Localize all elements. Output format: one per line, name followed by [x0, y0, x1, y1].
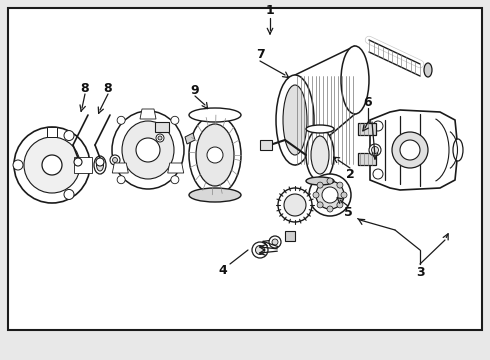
Ellipse shape: [311, 136, 329, 174]
Ellipse shape: [189, 188, 241, 202]
Polygon shape: [74, 157, 92, 173]
Ellipse shape: [453, 139, 463, 161]
Text: 7: 7: [256, 48, 265, 60]
Ellipse shape: [97, 159, 103, 171]
Circle shape: [400, 140, 420, 160]
Circle shape: [373, 121, 383, 131]
Ellipse shape: [112, 111, 184, 189]
Polygon shape: [112, 163, 128, 173]
Circle shape: [207, 147, 223, 163]
Bar: [260, 140, 272, 150]
Ellipse shape: [269, 236, 281, 248]
Circle shape: [14, 127, 90, 203]
Bar: [155, 122, 169, 132]
Ellipse shape: [272, 239, 278, 245]
Ellipse shape: [189, 115, 241, 195]
Bar: [8, 8, 482, 330]
Ellipse shape: [316, 181, 344, 209]
Polygon shape: [185, 133, 195, 144]
Circle shape: [42, 155, 62, 175]
Ellipse shape: [113, 158, 118, 162]
Circle shape: [373, 169, 383, 179]
Circle shape: [337, 182, 343, 188]
Text: 6: 6: [364, 95, 372, 108]
Ellipse shape: [306, 125, 334, 133]
Circle shape: [313, 192, 319, 198]
Ellipse shape: [189, 108, 241, 122]
Bar: [358, 123, 376, 135]
Ellipse shape: [284, 194, 306, 216]
Circle shape: [337, 202, 343, 208]
Ellipse shape: [424, 63, 432, 77]
Text: 5: 5: [343, 206, 352, 219]
Ellipse shape: [371, 147, 378, 153]
Ellipse shape: [283, 85, 307, 155]
Circle shape: [322, 187, 338, 203]
Circle shape: [317, 182, 323, 188]
Ellipse shape: [156, 134, 164, 142]
Circle shape: [64, 189, 74, 199]
Ellipse shape: [252, 242, 268, 258]
Text: 4: 4: [219, 264, 227, 276]
Polygon shape: [370, 110, 458, 190]
Text: 3: 3: [416, 266, 424, 279]
Ellipse shape: [196, 124, 234, 186]
Circle shape: [136, 138, 160, 162]
Circle shape: [117, 116, 125, 124]
Ellipse shape: [94, 156, 106, 174]
Ellipse shape: [306, 129, 334, 181]
Ellipse shape: [306, 177, 334, 185]
Ellipse shape: [309, 174, 351, 216]
Ellipse shape: [158, 136, 162, 140]
Ellipse shape: [122, 121, 174, 179]
Circle shape: [24, 137, 80, 193]
Bar: [358, 153, 376, 165]
Circle shape: [74, 158, 82, 166]
Circle shape: [117, 176, 125, 184]
Circle shape: [64, 131, 74, 140]
Polygon shape: [295, 46, 355, 165]
Text: 9: 9: [191, 84, 199, 96]
Circle shape: [341, 192, 347, 198]
Circle shape: [171, 176, 179, 184]
Circle shape: [171, 116, 179, 124]
Text: 2: 2: [345, 168, 354, 181]
Polygon shape: [47, 127, 57, 137]
Circle shape: [392, 132, 428, 168]
Ellipse shape: [276, 75, 314, 165]
Ellipse shape: [341, 46, 369, 114]
Ellipse shape: [369, 144, 381, 156]
Ellipse shape: [255, 246, 265, 255]
Circle shape: [96, 158, 104, 166]
Polygon shape: [168, 163, 184, 173]
Bar: [285, 231, 295, 241]
Ellipse shape: [110, 155, 120, 165]
Text: 8: 8: [81, 81, 89, 94]
Circle shape: [327, 206, 333, 212]
Text: 1: 1: [266, 4, 274, 17]
Ellipse shape: [278, 188, 312, 222]
Polygon shape: [140, 109, 156, 119]
Circle shape: [327, 178, 333, 184]
Circle shape: [13, 160, 23, 170]
Circle shape: [317, 202, 323, 208]
Text: 8: 8: [104, 81, 112, 94]
